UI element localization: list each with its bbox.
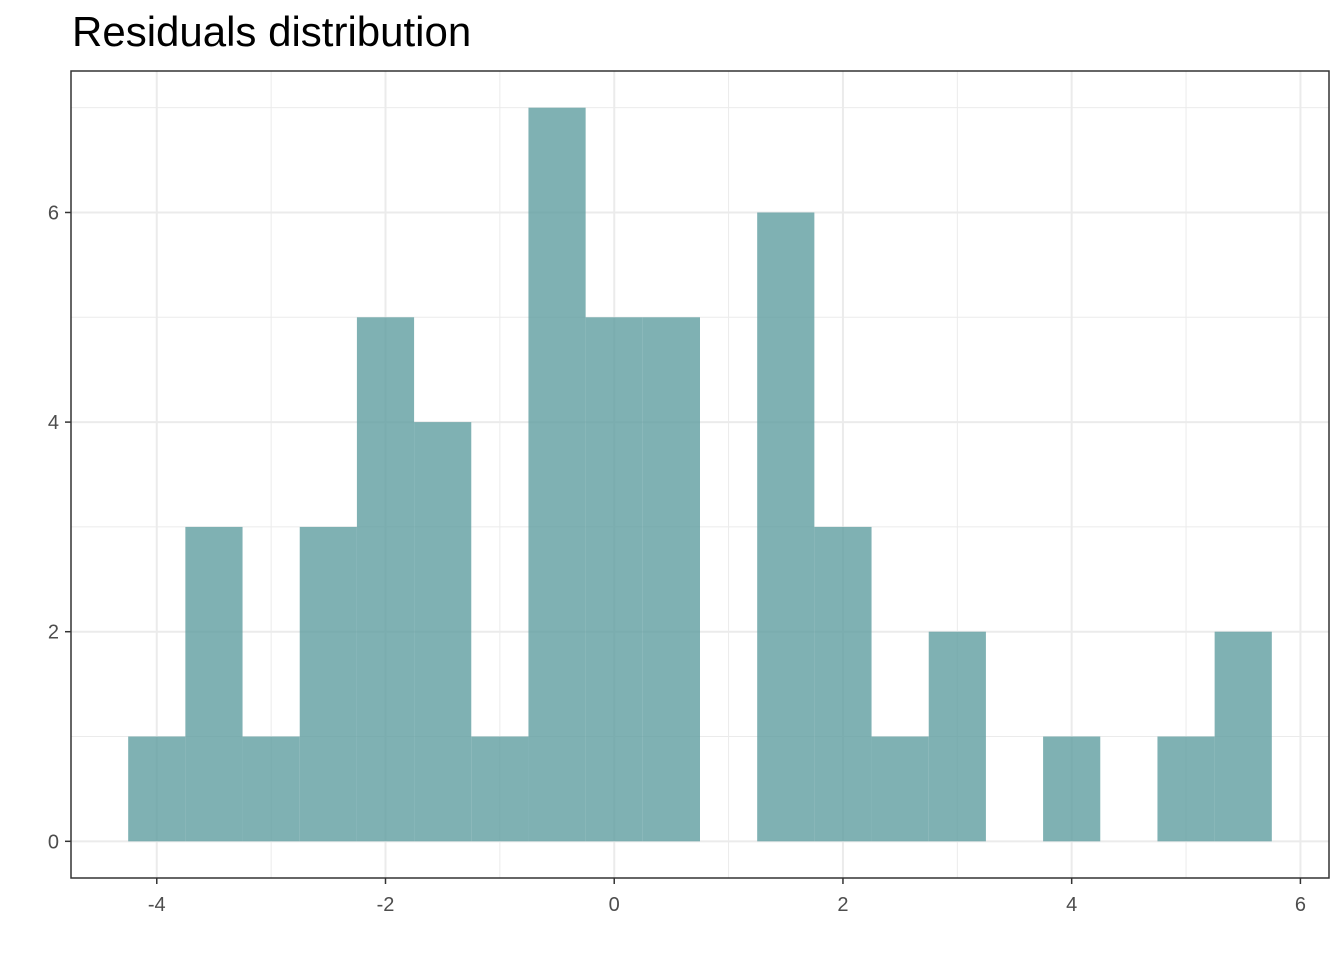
histogram-bar [242, 736, 300, 842]
y-tick-label: 2 [48, 622, 59, 644]
chart-title: Residuals distribution [72, 8, 472, 55]
x-tick-label: -2 [377, 894, 395, 916]
y-tick-label: 6 [48, 202, 59, 224]
x-tick-label: 6 [1295, 894, 1306, 916]
histogram-bar [928, 631, 986, 842]
histogram-bar [414, 422, 472, 842]
histogram-bar [299, 526, 357, 842]
histogram-bar [356, 317, 415, 842]
y-axis: 0 2 4 6 [48, 202, 71, 853]
histogram-bar [871, 736, 929, 842]
y-tick-label: 4 [48, 412, 59, 434]
x-tick-label: -4 [148, 894, 166, 916]
panel-border [70, 70, 1330, 879]
histogram-bar [471, 736, 529, 842]
histogram-bar [528, 107, 586, 842]
histogram-bar [814, 526, 872, 842]
histogram-bar [128, 736, 186, 842]
x-axis: -4 -2 0 2 4 6 [148, 878, 1306, 916]
histogram-bars [128, 107, 1272, 842]
histogram-bar [642, 317, 700, 842]
x-tick-label: 2 [837, 894, 848, 916]
histogram-bar [585, 317, 643, 842]
histogram-bar [185, 526, 243, 842]
x-tick-label: 0 [609, 894, 620, 916]
y-tick-label: 0 [48, 831, 59, 853]
histogram-bar [757, 212, 815, 842]
x-tick-label: 4 [1066, 894, 1077, 916]
histogram-bar [1214, 631, 1272, 842]
histogram-bar [1157, 736, 1215, 842]
histogram-bar [1043, 736, 1101, 842]
